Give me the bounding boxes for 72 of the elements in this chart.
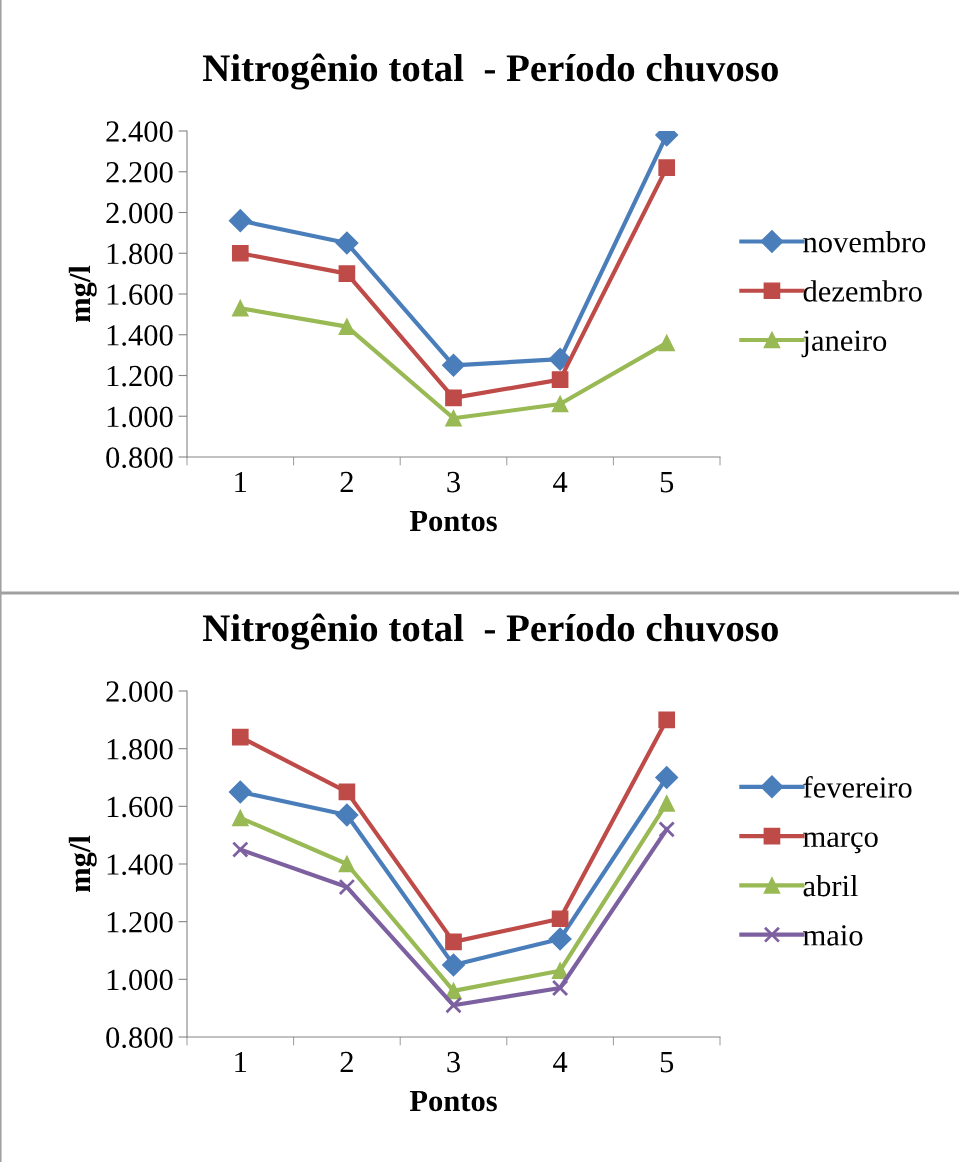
point: [551, 962, 569, 980]
point: [658, 821, 676, 838]
x-axis-title: Pontos: [409, 510, 497, 532]
point: [658, 795, 676, 812]
legend-label: janeiro: [801, 330, 887, 358]
y-tick-label: 1.200: [107, 365, 173, 387]
point: [231, 299, 249, 317]
y-tick-label: 2.000: [106, 681, 173, 703]
point: [445, 389, 462, 407]
point: [548, 347, 572, 371]
legend-label: maio: [803, 925, 863, 946]
y-tick-label: 1.000: [107, 406, 173, 428]
point: [228, 780, 252, 804]
y-tick-label: 0.800: [106, 447, 173, 469]
y-tick-label: 2.000: [106, 202, 173, 224]
x-tick-label: 1: [235, 1051, 247, 1073]
point: [231, 728, 249, 746]
x-tick-label: 3: [447, 471, 460, 493]
legend-label: março: [803, 832, 878, 854]
point: [335, 231, 359, 255]
y-axis-title: mg/l: [68, 265, 97, 323]
point: [445, 933, 462, 951]
point: [445, 996, 462, 1014]
chart-title: Nitrogênio total - Período chuvoso: [202, 613, 778, 650]
point: [551, 395, 569, 413]
y-tick-label: 0.800: [106, 1027, 173, 1049]
point: [335, 803, 359, 827]
y-tick-label: 1.600: [107, 796, 173, 818]
point: [338, 265, 356, 282]
point: [231, 244, 249, 262]
point: [338, 878, 356, 896]
point: [658, 334, 676, 352]
legend-label: novembro: [803, 230, 926, 253]
y-tick-label: 1.800: [107, 738, 173, 760]
point: [231, 841, 249, 858]
point: [658, 711, 676, 729]
point: [548, 927, 572, 951]
chart-title: Nitrogênio total - Período chuvoso: [202, 53, 778, 90]
legend-label: dezembro: [803, 280, 922, 302]
point: [231, 809, 249, 827]
point: [338, 318, 356, 335]
y-tick-label: 1.000: [107, 969, 173, 991]
point: [445, 409, 462, 427]
x-tick-label: 5: [660, 472, 674, 493]
x-tick-label: 1: [235, 471, 247, 493]
y-tick-label: 1.200: [107, 911, 173, 933]
y-tick-label: 2.400: [106, 121, 173, 143]
x-tick-label: 5: [660, 1052, 674, 1073]
point: [655, 766, 679, 789]
y-axis-title: mg/l: [68, 835, 97, 893]
y-tick-label: 1.400: [107, 854, 173, 876]
x-axis-title: Pontos: [409, 1090, 497, 1112]
x-tick-label: 2: [340, 1051, 353, 1073]
legend-label: fevereiro: [803, 776, 912, 798]
x-tick-label: 4: [553, 471, 568, 493]
y-tick-label: 1.400: [107, 325, 173, 346]
y-tick-label: 1.800: [107, 243, 173, 265]
point: [228, 209, 252, 233]
x-tick-label: 3: [447, 1051, 460, 1073]
point: [551, 910, 569, 928]
y-tick-label: 2.200: [106, 162, 173, 183]
point: [338, 783, 356, 801]
point: [442, 353, 465, 377]
y-tick-label: 1.600: [107, 284, 173, 306]
point: [551, 371, 569, 388]
legend-label: abril: [803, 874, 858, 897]
point: [338, 855, 356, 873]
point: [658, 159, 676, 177]
point: [551, 979, 569, 997]
x-tick-label: 4: [553, 1051, 568, 1073]
point: [442, 953, 465, 977]
x-tick-label: 2: [340, 471, 353, 493]
